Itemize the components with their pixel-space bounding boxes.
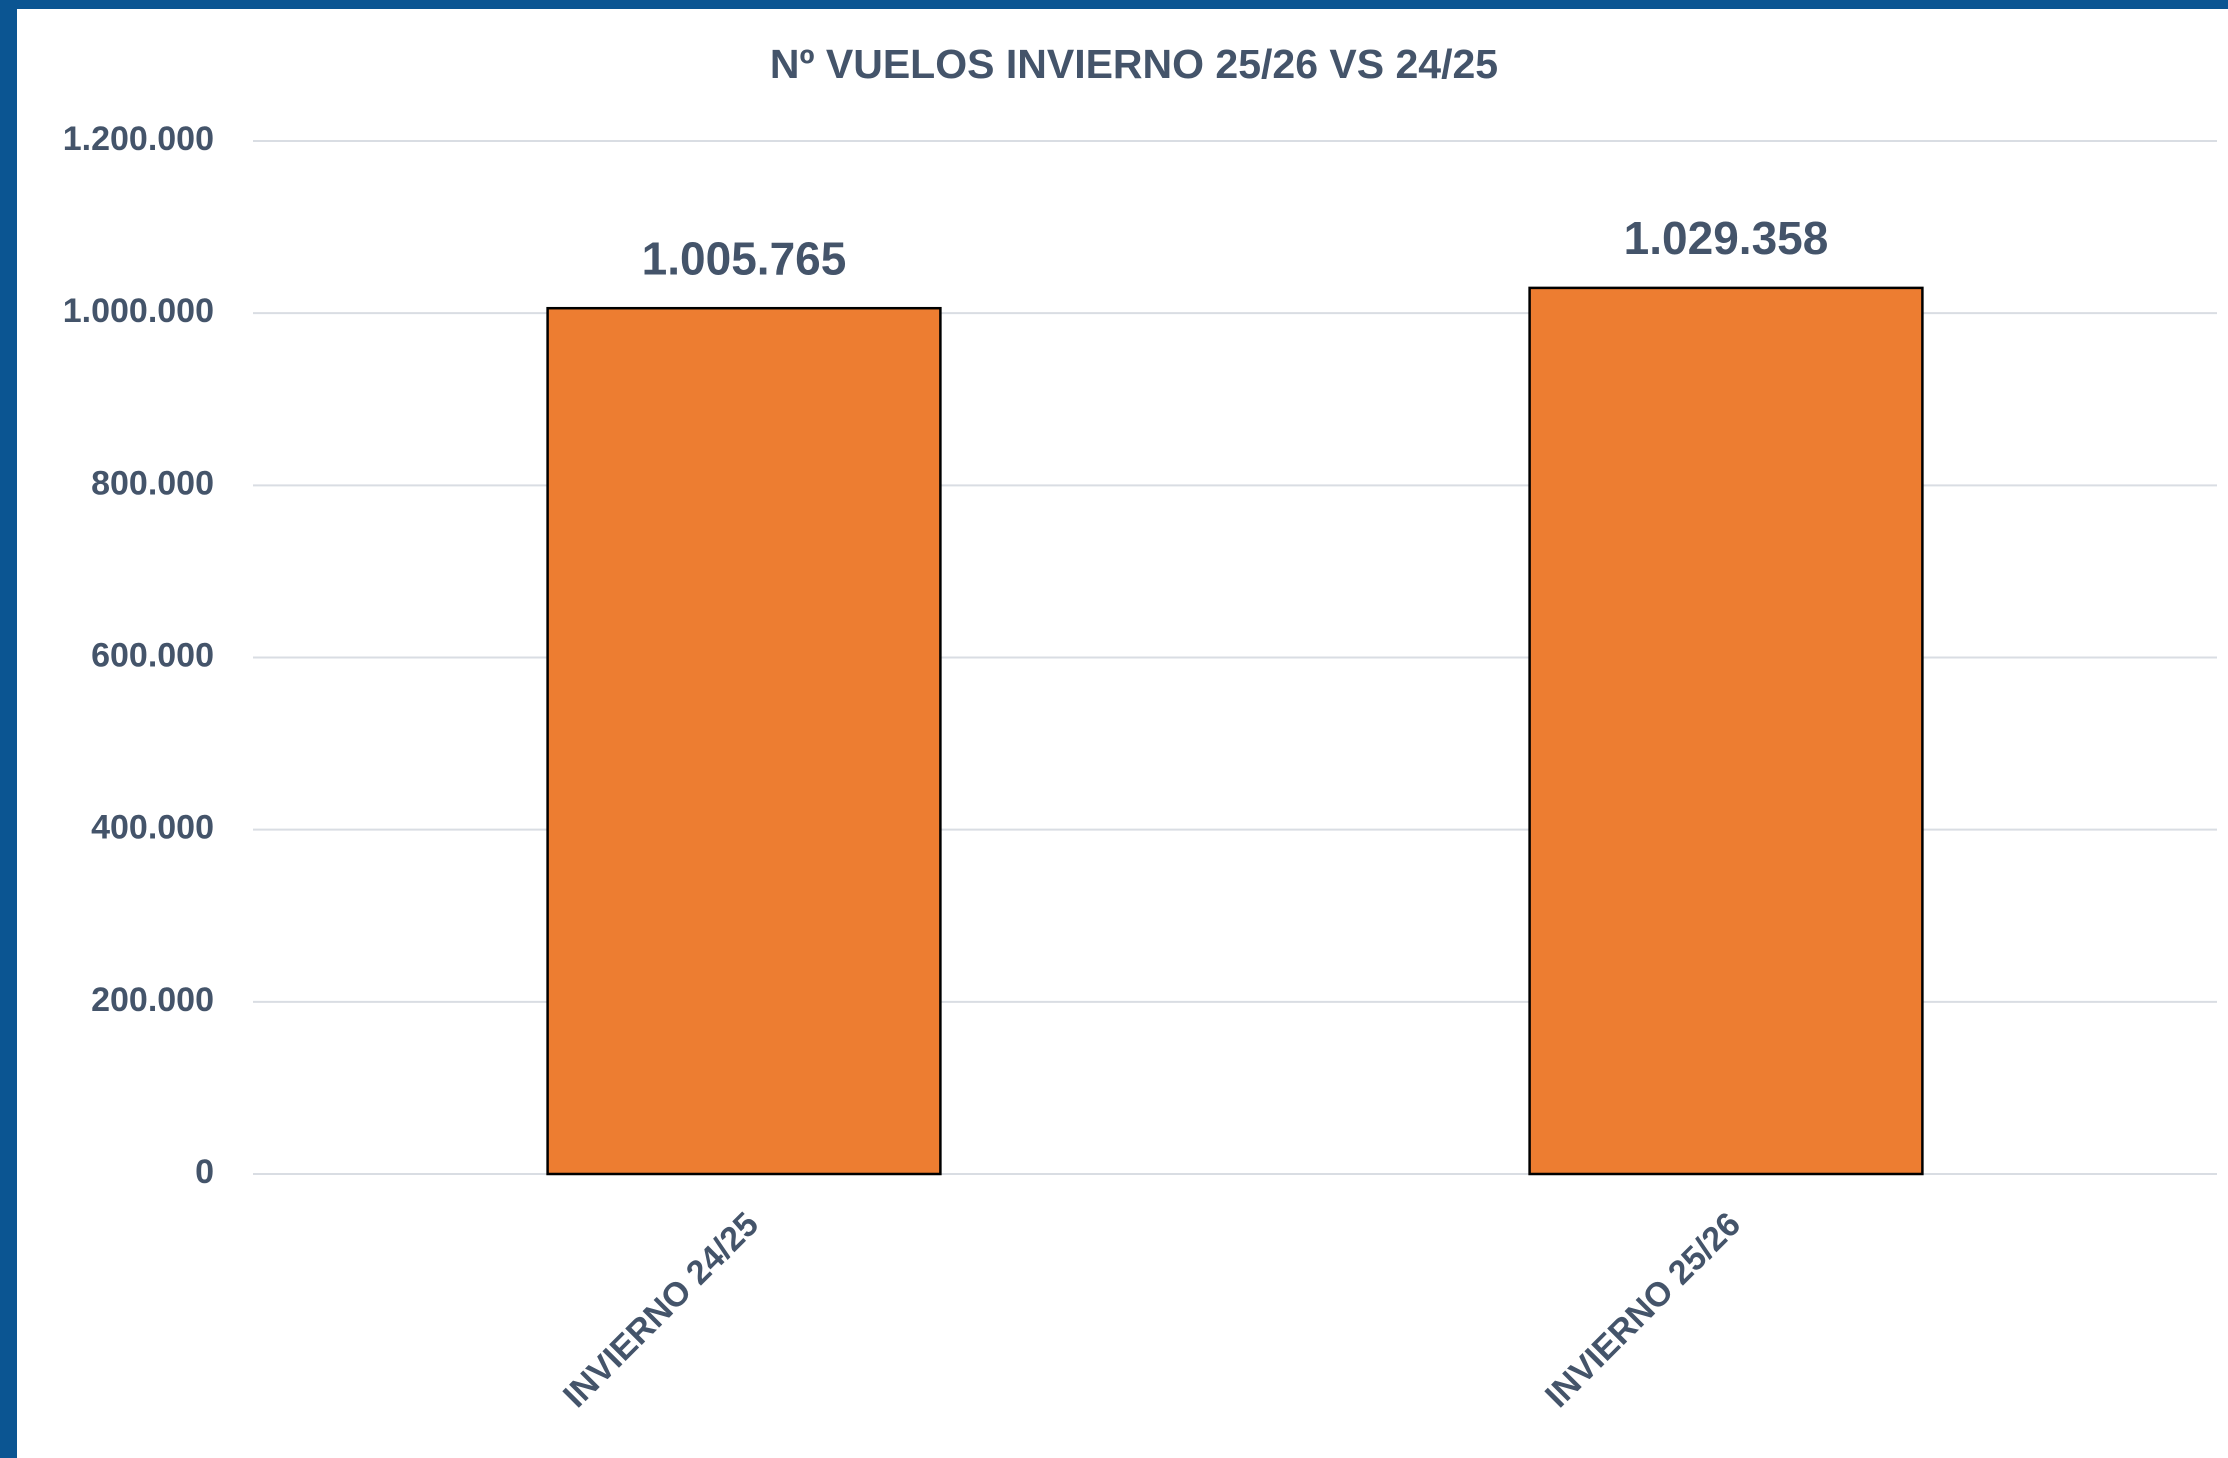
bar bbox=[546, 306, 942, 1176]
y-tick-label: 200.000 bbox=[91, 981, 214, 1019]
y-tick-label: 0 bbox=[195, 1153, 214, 1191]
value-label: 1.029.358 bbox=[1624, 212, 1829, 264]
y-tick-label: 1.200.000 bbox=[63, 120, 214, 158]
y-tick-label: 400.000 bbox=[91, 809, 214, 847]
bar bbox=[1528, 286, 1924, 1176]
value-label: 1.005.765 bbox=[642, 232, 847, 284]
x-tick-label: INVIERNO 24/25 bbox=[556, 1205, 766, 1415]
top-border bbox=[0, 0, 2228, 9]
y-tick-label: 800.000 bbox=[91, 464, 214, 502]
y-tick-label: 600.000 bbox=[91, 636, 214, 674]
chart-title: Nº VUELOS INVIERNO 25/26 VS 24/25 bbox=[770, 41, 1498, 87]
y-tick-label: 1.000.000 bbox=[63, 292, 214, 330]
x-tick-label: INVIERNO 25/26 bbox=[1538, 1205, 1748, 1415]
left-border bbox=[0, 0, 17, 1458]
